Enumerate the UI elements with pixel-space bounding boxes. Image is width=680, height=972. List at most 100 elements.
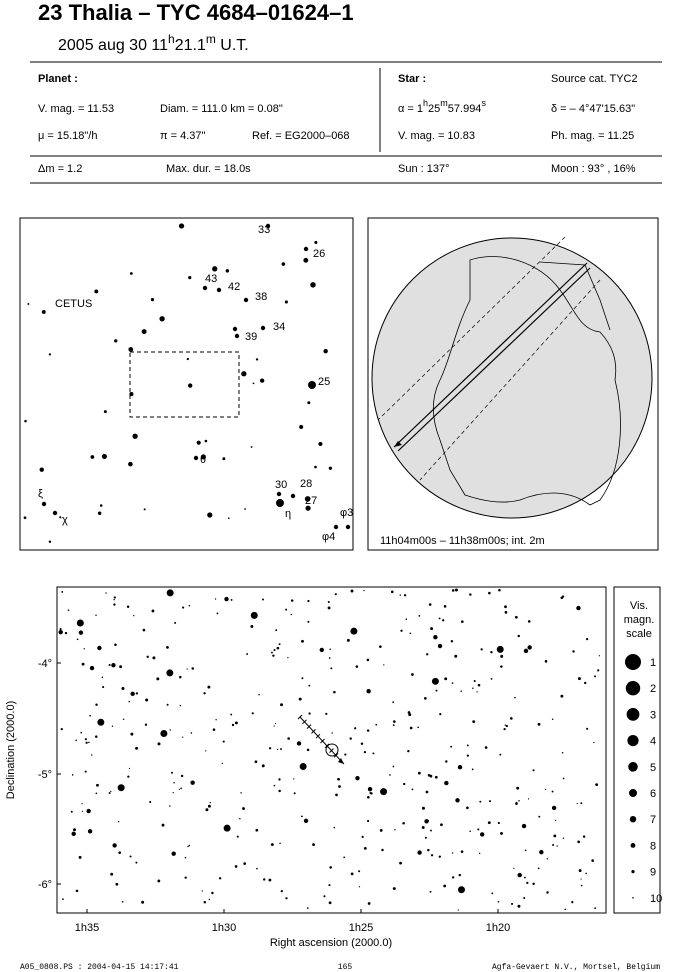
star (426, 653, 429, 656)
y-tick-label: -5° (38, 769, 52, 781)
star (424, 697, 427, 700)
star (457, 764, 463, 770)
ref: Ref. = EG2000–068 (252, 130, 350, 142)
star (243, 862, 247, 865)
star (593, 741, 595, 744)
star (301, 677, 304, 680)
star (500, 832, 503, 835)
star (214, 598, 217, 600)
star (160, 730, 168, 738)
star (576, 802, 578, 805)
star (403, 782, 406, 786)
star (443, 605, 447, 608)
star (306, 907, 309, 909)
star (427, 819, 430, 822)
star (172, 792, 174, 794)
sup: s (481, 98, 486, 108)
star (539, 849, 544, 855)
star (272, 654, 275, 657)
star (350, 872, 354, 876)
star (399, 594, 401, 596)
star (284, 300, 288, 304)
star (108, 663, 111, 666)
star (273, 725, 275, 727)
star (127, 775, 130, 778)
star (466, 806, 469, 810)
star (366, 729, 370, 732)
star (207, 512, 213, 518)
star (560, 694, 564, 698)
star (390, 590, 394, 594)
star (466, 744, 469, 747)
star (83, 648, 85, 650)
star (141, 900, 145, 904)
scale-dot (626, 708, 640, 721)
star (108, 791, 111, 794)
y-tick-label: -6° (38, 879, 52, 891)
star (122, 718, 125, 721)
star-label: 42 (228, 281, 240, 293)
star (111, 725, 114, 727)
star (81, 803, 83, 805)
star (444, 677, 448, 681)
star (307, 401, 311, 405)
star (250, 611, 258, 619)
star (179, 704, 182, 707)
star (577, 840, 581, 844)
date-ts: U.T. (216, 37, 249, 54)
star (216, 287, 222, 293)
star (576, 605, 581, 611)
star (209, 801, 211, 804)
star (259, 378, 265, 383)
star (491, 892, 494, 895)
star (389, 774, 391, 776)
star (334, 593, 337, 596)
star (299, 763, 307, 771)
star (355, 665, 359, 668)
star-label: η (285, 508, 291, 520)
star (490, 677, 493, 680)
star (285, 608, 288, 611)
star (427, 848, 430, 852)
star (230, 598, 233, 601)
star (454, 654, 458, 658)
star (476, 691, 478, 693)
star (562, 837, 565, 839)
star (205, 750, 207, 752)
star (255, 828, 259, 832)
star (515, 802, 518, 805)
star (366, 658, 370, 662)
star (308, 381, 316, 389)
star (111, 662, 116, 668)
star (296, 741, 302, 746)
star (509, 717, 513, 720)
star (477, 683, 481, 687)
star (355, 776, 360, 781)
star (268, 747, 272, 750)
star (303, 818, 309, 823)
star-label: 26 (313, 248, 325, 260)
star-label: 25 (318, 376, 330, 388)
scale-label: 5 (650, 762, 656, 774)
scale-label: 10 (650, 893, 662, 905)
star (274, 722, 277, 725)
star (255, 358, 259, 361)
star (129, 855, 132, 858)
star (450, 745, 453, 748)
star (261, 764, 265, 768)
star-label: 30 (275, 479, 287, 491)
star (429, 890, 432, 893)
star (58, 629, 63, 635)
star (250, 446, 253, 448)
star (180, 787, 182, 790)
star (128, 700, 131, 703)
star (222, 457, 226, 461)
star (421, 826, 425, 829)
star (503, 727, 506, 731)
star (595, 783, 599, 787)
star (479, 800, 482, 803)
star (450, 640, 454, 643)
star (280, 889, 283, 893)
star (171, 851, 176, 856)
vmag: V. mag. = 11.53 (38, 103, 114, 115)
